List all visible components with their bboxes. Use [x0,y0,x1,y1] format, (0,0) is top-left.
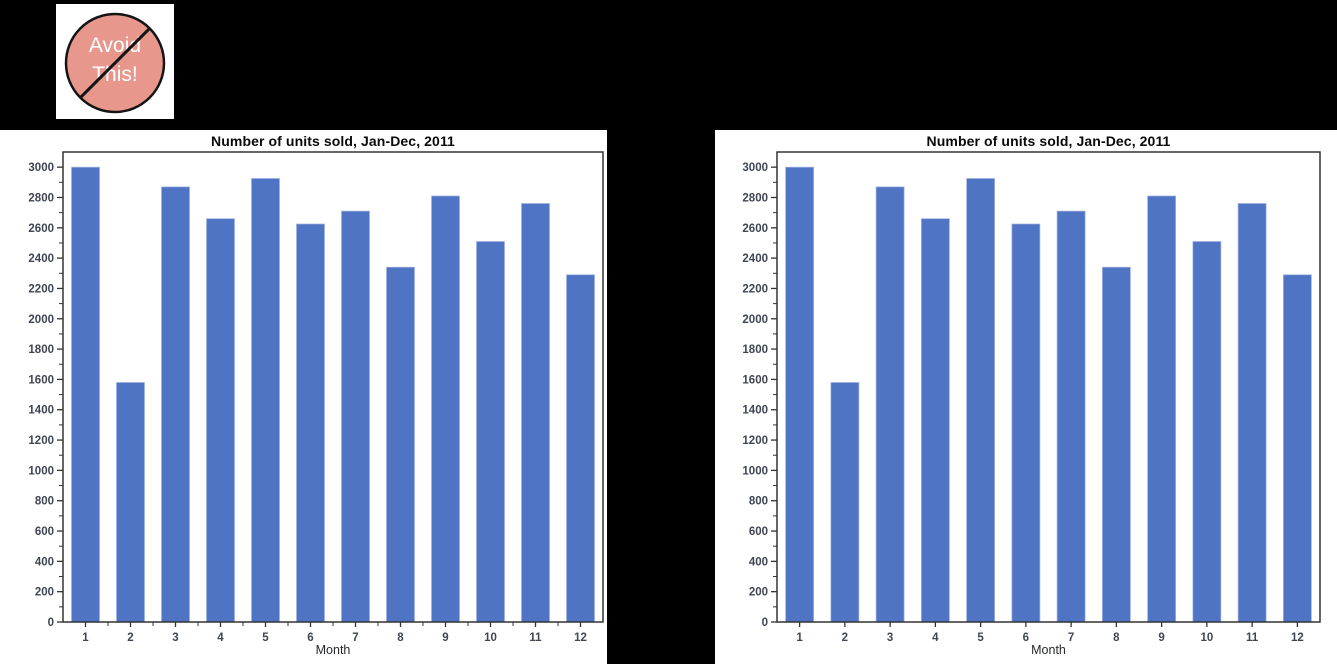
y-tick-label: 1800 [742,344,768,356]
y-tick-label: 0 [48,617,54,629]
prohibition-slash [79,27,151,99]
x-tick-label: 7 [1068,632,1074,644]
bar-month-4 [206,218,235,623]
x-tick-label: 4 [932,632,939,644]
y-tick-label: 1200 [742,435,768,447]
y-tick-label: 2600 [28,223,54,235]
x-tick-label: 8 [397,632,404,644]
bar-month-6 [1011,223,1041,623]
bar-month-8 [386,266,415,623]
y-tick-label: 1600 [742,374,768,386]
x-tick-label: 11 [1246,632,1259,644]
chart-title-right: Number of units sold, Jan-Dec, 2011 [926,133,1171,149]
y-tick-label: 1400 [28,405,54,417]
x-tick-label: 2 [842,632,848,644]
bar-month-6 [296,223,325,623]
bar-month-12 [566,274,595,623]
y-tick-label: 800 [35,496,54,508]
x-tick-label: 3 [172,632,178,644]
x-tick-label: 1 [796,632,803,644]
y-tick-label: 2200 [742,283,768,295]
bar-chart-right: 0 200 400 600 800 1000 1200 1400 1600 1800 2000 220… [742,151,1321,644]
bar-month-1 [71,166,100,623]
y-tick-label: 400 [749,556,768,568]
y-tick-label: 1800 [28,344,54,356]
chart-panel-left: Number of units sold, Jan-Dec, 2011 0 200… [0,130,607,664]
y-tick-label: 600 [749,526,768,538]
y-tick-label: 2400 [28,253,54,265]
bar-month-5 [966,178,995,623]
x-tick-label: 6 [1023,632,1029,644]
x-tick-label: 1 [82,632,89,644]
x-tick-label: 12 [1291,632,1304,644]
bar-month-8 [1102,266,1131,623]
bar-month-1 [785,166,814,623]
x-tick-label: 12 [574,632,587,644]
y-tick-label: 2200 [28,283,54,295]
y-tick-label: 1400 [742,405,768,417]
x-tick-label: 7 [352,632,358,644]
y-tick-label: 2000 [742,314,768,326]
y-tick-label: 3000 [28,162,54,174]
y-tick-label: 1600 [28,374,54,386]
y-tick-label: 800 [749,496,768,508]
y-tick-label: 1200 [28,435,54,447]
x-tick-label: 10 [484,632,497,644]
avoid-this-badge: Avoid This! [56,4,174,119]
bar-month-3 [875,186,905,623]
bar-month-11 [521,203,550,623]
bar-month-3 [161,186,190,623]
x-tick-label: 8 [1113,632,1120,644]
bar-month-9 [1147,195,1176,623]
bar-month-7 [1056,210,1086,623]
x-tick-label: 3 [887,632,893,644]
x-tick-label: 11 [529,632,542,644]
bar-month-5 [251,178,280,623]
x-tick-label: 2 [127,632,133,644]
bar-month-10 [1192,241,1222,623]
bar-month-11 [1237,203,1267,623]
y-tick-label: 1000 [28,465,54,477]
y-tick-label: 2000 [28,314,54,326]
y-tick-label: 2600 [742,223,768,235]
x-tick-label: 4 [217,632,224,644]
bar-month-4 [921,218,950,623]
y-tick-label: 3000 [742,162,768,174]
x-tick-label: 5 [262,632,269,644]
x-axis-label-right: Month [1031,643,1066,657]
chart-panel-right: Number of units sold, Jan-Dec, 2011 0 200… [715,130,1337,664]
chart-title-left: Number of units sold, Jan-Dec, 2011 [211,133,455,149]
bar-month-9 [431,195,460,623]
y-tick-label: 0 [762,617,768,629]
bar-month-2 [116,382,145,623]
x-tick-label: 6 [307,632,313,644]
x-tick-label: 5 [977,632,984,644]
x-tick-label: 9 [1158,632,1164,644]
bar-month-2 [830,382,860,623]
x-tick-label: 10 [1200,632,1213,644]
y-tick-label: 600 [35,526,54,538]
y-tick-label: 2800 [742,192,768,204]
bar-month-10 [476,241,505,623]
x-tick-label: 9 [442,632,448,644]
x-axis-label-left: Month [315,643,351,657]
badge-text-line2: This! [92,63,138,86]
bar-month-12 [1283,274,1312,623]
y-tick-label: 1000 [742,465,768,477]
y-tick-label: 400 [35,556,54,568]
y-tick-label: 2800 [28,192,54,204]
bar-chart-left: 0 200 400 600 800 1000 1200 1400 1600 1800 2000 220… [28,151,604,644]
prohibition-icon: Avoid This! [64,12,166,114]
plot-frame [776,151,1321,623]
y-tick-label: 200 [35,587,54,599]
y-tick-label: 200 [749,587,768,599]
bar-month-7 [341,210,370,623]
y-tick-label: 2400 [742,253,768,265]
